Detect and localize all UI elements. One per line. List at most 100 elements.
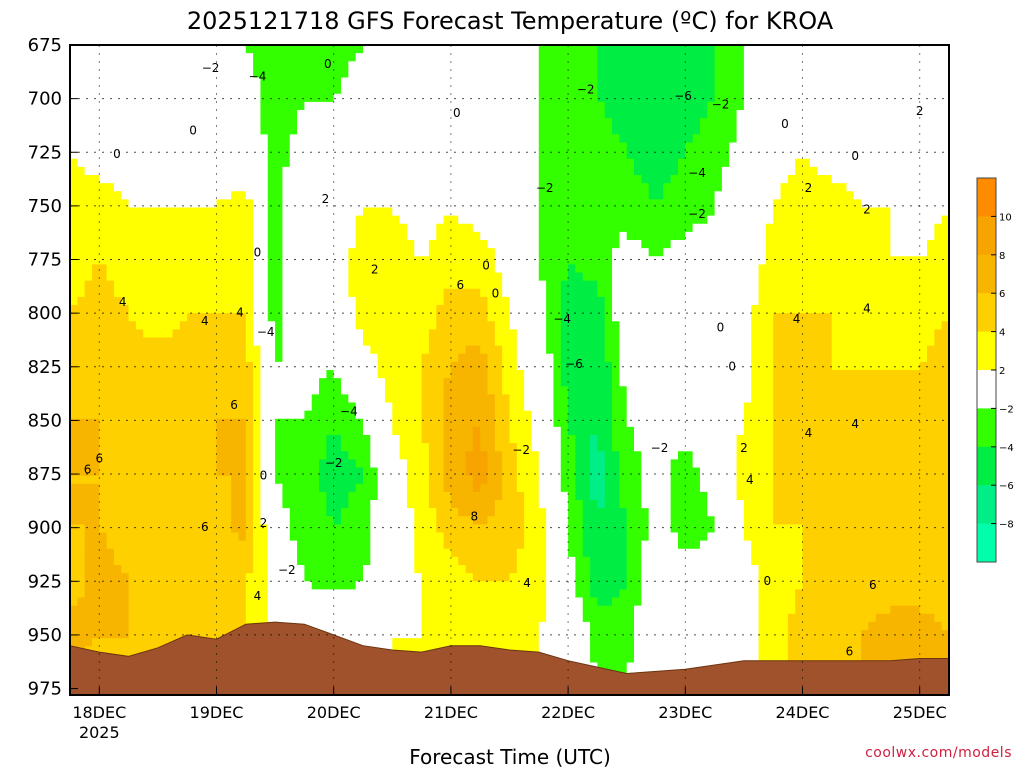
field-cell <box>443 532 452 542</box>
field-cell <box>472 240 481 249</box>
field-cell <box>297 451 305 460</box>
field-cell <box>289 223 298 233</box>
field-cell <box>443 573 452 582</box>
field-cell <box>524 93 533 103</box>
field-cell <box>494 483 503 493</box>
field-cell <box>216 199 225 209</box>
field-cell <box>480 45 489 54</box>
field-cell <box>179 231 188 241</box>
field-cell <box>348 256 357 265</box>
field-cell <box>348 207 357 217</box>
field-cell <box>223 175 232 184</box>
field-cell <box>384 175 393 184</box>
field-cell <box>157 329 166 339</box>
field-cell <box>516 118 525 127</box>
field-cell <box>121 573 130 582</box>
field-cell <box>509 386 518 395</box>
field-cell <box>165 264 174 274</box>
field-cell <box>194 296 203 306</box>
field-cell <box>450 597 459 607</box>
field-cell <box>143 199 152 209</box>
field-cell <box>165 248 174 257</box>
field-cell <box>135 394 144 404</box>
field-cell <box>135 467 144 477</box>
field-cell <box>260 345 269 355</box>
field-cell <box>443 467 452 477</box>
field-cell <box>267 353 276 363</box>
field-cell <box>194 207 203 217</box>
field-cell <box>414 126 423 135</box>
field-cell <box>267 532 276 542</box>
field-cell <box>428 426 437 436</box>
field-cell <box>179 337 188 347</box>
field-cell <box>260 467 269 477</box>
field-cell <box>209 191 218 200</box>
field-cell <box>289 353 298 363</box>
field-cell <box>194 85 203 95</box>
field-cell <box>333 215 342 225</box>
field-cell <box>223 223 232 233</box>
field-cell <box>406 272 415 282</box>
field-cell <box>150 321 159 330</box>
field-cell <box>165 337 174 347</box>
field-cell <box>443 223 452 233</box>
field-cell <box>150 110 159 119</box>
field-cell <box>282 459 291 469</box>
field-cell <box>238 386 247 395</box>
field-cell <box>341 280 349 290</box>
field-cell <box>516 280 525 290</box>
field-cell <box>458 280 467 290</box>
field-cell <box>128 158 137 168</box>
field-cell <box>128 248 137 257</box>
field-cell <box>480 142 489 152</box>
field-cell <box>414 378 423 387</box>
field-cell <box>428 305 437 314</box>
field-cell <box>70 370 78 379</box>
field-cell <box>121 565 130 574</box>
field-cell <box>253 345 262 355</box>
field-cell <box>319 175 327 184</box>
field-cell <box>113 475 122 485</box>
field-cell <box>304 215 313 225</box>
field-cell <box>121 101 130 111</box>
field-cell <box>458 110 467 119</box>
field-cell <box>384 288 393 298</box>
field-cell <box>289 272 298 282</box>
field-cell <box>355 613 364 623</box>
field-cell <box>179 443 188 452</box>
field-cell <box>319 256 327 265</box>
field-cell <box>128 93 137 103</box>
field-cell <box>179 491 188 501</box>
field-cell <box>304 426 313 436</box>
field-cell <box>91 361 100 371</box>
field-cell <box>406 621 415 631</box>
field-cell <box>494 77 503 87</box>
field-cell <box>150 483 159 493</box>
field-cell <box>84 483 93 493</box>
field-cell <box>363 77 371 87</box>
field-cell <box>406 508 415 517</box>
field-cell <box>99 110 108 119</box>
field-cell <box>480 134 489 144</box>
field-cell <box>70 93 78 103</box>
field-cell <box>99 386 108 395</box>
field-cell <box>333 467 342 477</box>
field-cell <box>231 134 240 144</box>
field-cell <box>465 524 474 534</box>
field-cell <box>121 524 130 534</box>
field-cell <box>260 118 269 127</box>
field-cell <box>187 386 196 395</box>
field-cell <box>143 402 152 412</box>
field-cell <box>106 386 115 395</box>
field-cell <box>253 426 262 436</box>
field-cell <box>502 443 511 452</box>
field-cell <box>458 248 467 257</box>
field-cell <box>70 573 78 582</box>
field-cell <box>494 589 503 599</box>
field-cell <box>179 93 188 103</box>
field-cell <box>465 613 474 623</box>
field-cell <box>465 621 474 631</box>
field-cell <box>194 410 203 420</box>
field-cell <box>179 386 188 395</box>
field-cell <box>77 508 86 517</box>
